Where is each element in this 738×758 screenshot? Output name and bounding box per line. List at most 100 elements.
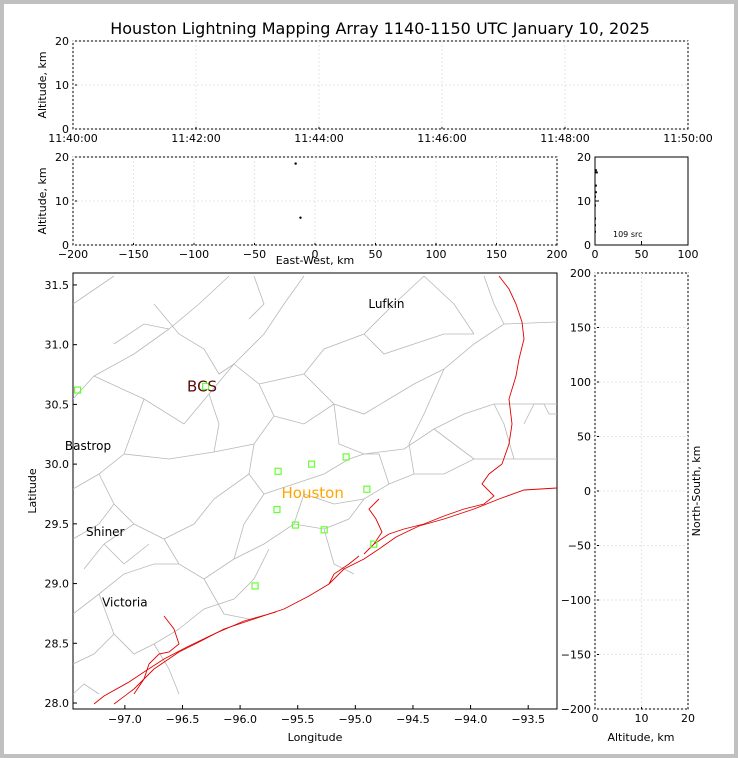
histogram-xtick-label: 0 — [592, 248, 599, 261]
ew-height-xlabel: East-West, km — [276, 254, 354, 267]
histogram-xtick-label: 50 — [635, 248, 649, 261]
ew-height-panel: 0 10 20 −200 −150 −100 −50 0 50 100 150 200 Altitud… — [36, 151, 568, 267]
ns-height-ytick-label: 0 — [584, 485, 591, 498]
plan-view-xtick-label: −95.0 — [338, 713, 372, 726]
lma-station-marker — [74, 386, 82, 394]
ew-height-xtick-label: −150 — [118, 248, 148, 261]
histogram-bar — [595, 224, 596, 227]
plan-view-xtick-label: −97.0 — [108, 713, 142, 726]
lma-station-marker — [291, 521, 300, 529]
time-height-ytick-label: 0 — [62, 123, 69, 136]
time-height-ytick-label: 10 — [55, 79, 69, 92]
histogram-ytick-label: 10 — [577, 195, 591, 208]
ew-height-ytick-label: 10 — [55, 195, 69, 208]
lma-station-marker — [320, 526, 328, 534]
histogram-bar — [595, 191, 597, 194]
plan-view-ytick-label: 28.0 — [45, 697, 70, 710]
lma-station-marker — [273, 505, 281, 514]
lma-station-marker — [251, 582, 259, 590]
lma-station-marker — [363, 485, 371, 493]
ns-height-ytick-label: 200 — [570, 267, 591, 280]
ew-height-xtick-label: 50 — [369, 248, 383, 261]
ns-height-ytick-label: 150 — [570, 322, 591, 335]
city-label: Bastrop — [65, 439, 111, 453]
lma-station-marker — [274, 467, 282, 475]
ew-height-xtick-label: −50 — [243, 248, 266, 261]
time-height-ylabel: Altitude, km — [36, 51, 49, 118]
lma-station-marker — [370, 540, 378, 548]
plan-view-xtick-label: −96.5 — [166, 713, 200, 726]
ew-height-xtick-label: 200 — [547, 248, 568, 261]
plan-view-ytick-label: 29.0 — [45, 578, 70, 591]
ns-height-xtick-label: 0 — [592, 712, 599, 725]
plan-view-ytick-label: 31.5 — [45, 279, 70, 292]
ns-height-ytick-label: 100 — [570, 376, 591, 389]
histogram-xtick-label: 100 — [678, 248, 699, 261]
ns-height-ytick-label: 50 — [577, 431, 591, 444]
time-height-xtick-label: 11:48:00 — [540, 132, 589, 145]
time-height-xtick-label: 11:44:00 — [294, 132, 343, 145]
plan-view-xtick-label: −94.0 — [454, 713, 488, 726]
bcs-label: BCS — [187, 377, 217, 395]
plan-view-ytick-label: 28.5 — [45, 637, 70, 650]
time-height-ytick-label: 20 — [55, 35, 69, 48]
ew-source-point — [294, 162, 297, 165]
time-height-xtick-label: 11:46:00 — [417, 132, 466, 145]
ew-height-ylabel: Altitude, km — [36, 167, 49, 234]
ew-source-point — [299, 216, 302, 219]
time-height-xtick-label: 11:50:00 — [663, 132, 712, 145]
ew-height-xtick-label: −200 — [58, 248, 88, 261]
source-count-annotation: 109 src — [613, 230, 643, 239]
lma-station-marker — [307, 460, 316, 468]
city-label: Shiner — [86, 525, 125, 539]
figure-title: Houston Lightning Mapping Array 1140-115… — [110, 19, 650, 38]
ns-height-ylabel: North-South, km — [690, 446, 703, 537]
lma-figure: Houston Lightning Mapping Array 1140-115… — [26, 19, 713, 744]
plan-view-ytick-label: 29.5 — [45, 518, 70, 531]
plan-view-ytick-label: 30.5 — [45, 398, 70, 411]
lma-station-marker — [342, 453, 350, 461]
figure-panel: Houston Lightning Mapping Array 1140-115… — [4, 4, 734, 754]
coastline — [93, 275, 557, 705]
histogram-bar — [595, 171, 598, 174]
ew-height-ytick-label: 20 — [55, 151, 69, 164]
histogram-bar — [595, 230, 596, 233]
plan-view-xtick-label: −95.5 — [281, 713, 315, 726]
ns-height-xtick-label: 10 — [635, 712, 649, 725]
plan-view-frame — [72, 272, 558, 710]
ns-height-ytick-label: −200 — [561, 703, 591, 716]
plan-view-xtick-label: −96.0 — [223, 713, 257, 726]
plan-view-xlabel: Longitude — [288, 731, 343, 744]
ew-height-ytick-label: 0 — [62, 239, 69, 252]
ew-height-xtick-label: 100 — [426, 248, 447, 261]
city-label: Lufkin — [368, 297, 404, 311]
histogram-bar — [595, 195, 596, 198]
plan-view-ylabel: Latitude — [26, 468, 39, 514]
plan-view-ytick-label: 30.0 — [45, 458, 70, 471]
plan-view-ytick-label: 31.0 — [45, 339, 70, 352]
ns-height-xlabel: Altitude, km — [607, 731, 674, 744]
ew-height-xtick-label: −100 — [179, 248, 209, 261]
houston-label: Houston — [282, 484, 344, 502]
altitude-histogram-panel: 0 10 20 0 50 100 109 src — [577, 151, 699, 261]
plan-view-panel: −97.0 −96.5 −96.0 −95.5 −95.0 −94.5 −94.0 −93.5… — [26, 272, 558, 744]
time-height-xtick-label: 11:40:00 — [48, 132, 97, 145]
ns-height-panel: −200 −150 −100 −50 0 50 100 150 200 0 10 20 North-S… — [561, 267, 703, 744]
histogram-bar — [595, 184, 597, 187]
lma-station-marker — [201, 382, 210, 391]
ew-height-xtick-label: 0 — [312, 248, 319, 261]
ns-height-ytick-label: −150 — [561, 649, 591, 662]
time-height-xtick-label: 11:42:00 — [171, 132, 220, 145]
histogram-ytick-label: 20 — [577, 151, 591, 164]
ew-height-xtick-label: 150 — [486, 248, 507, 261]
city-label: Victoria — [102, 596, 148, 610]
time-height-panel: 0 10 20 11:40:00 11:42:00 11:44:00 11:46:00 11:… — [36, 35, 713, 145]
histogram-bar — [595, 204, 596, 207]
histogram-bar — [595, 169, 597, 172]
ns-height-ytick-label: −100 — [561, 594, 591, 607]
histogram-ytick-label: 0 — [584, 239, 591, 252]
plan-view-xtick-label: −93.5 — [511, 713, 545, 726]
ns-height-ytick-label: −50 — [568, 540, 591, 553]
ns-height-xtick-label: 20 — [681, 712, 695, 725]
plan-view-xtick-label: −94.5 — [396, 713, 430, 726]
